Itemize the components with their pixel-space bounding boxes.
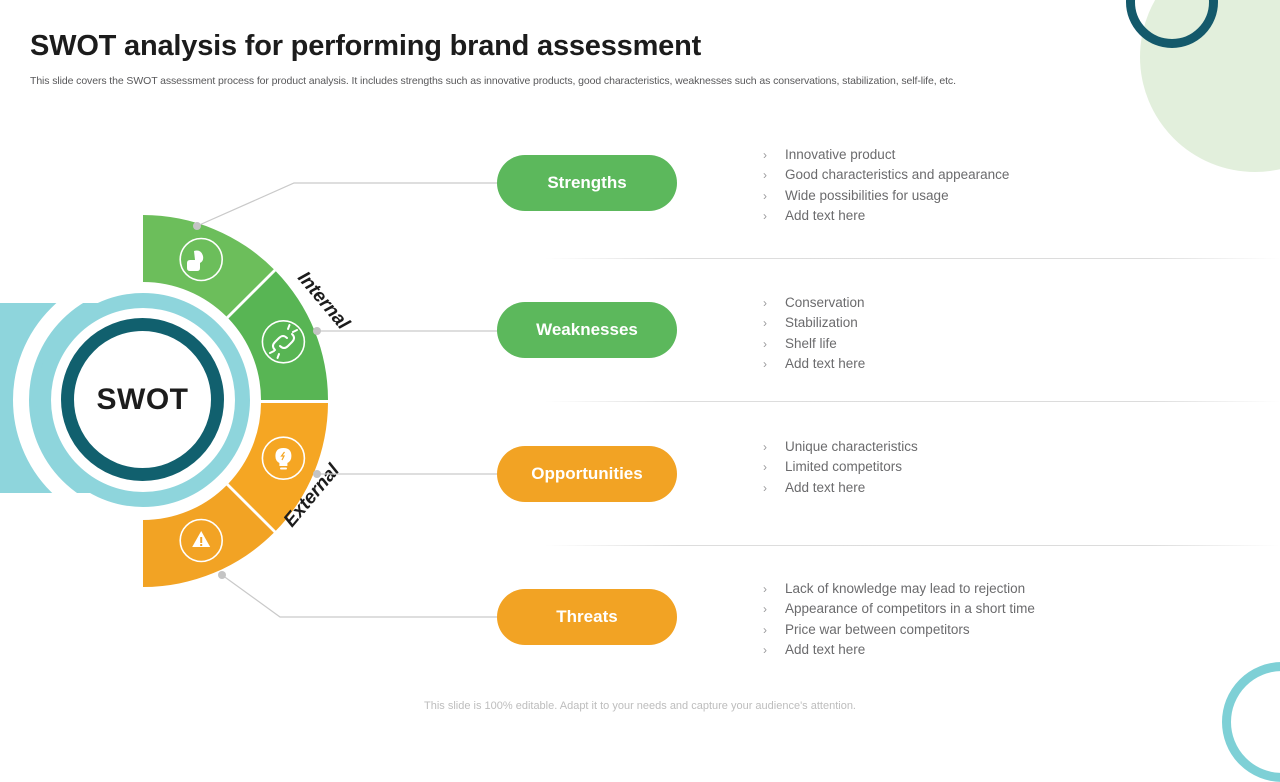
arc-segment-weaknesses[interactable] — [228, 271, 329, 400]
chevron-right-icon: › — [763, 642, 767, 657]
page-title: SWOT analysis for performing brand asses… — [30, 30, 702, 62]
list-item-label: Stabilization — [785, 315, 858, 331]
chevron-right-icon: › — [763, 602, 767, 617]
chevron-right-icon: › — [763, 460, 767, 475]
list-item-label: Add text here — [785, 207, 866, 223]
list-item: › Stabilization — [763, 313, 865, 333]
list-item-label: Unique characteristics — [785, 439, 918, 454]
list-item: › Wide possibilities for usage — [763, 186, 1009, 206]
quadrant-pill-opportunities[interactable]: Opportunities — [497, 446, 677, 502]
list-item: › Conservation — [763, 293, 865, 313]
list-item-label: Lack of knowledge may lead to rejection — [785, 581, 1026, 596]
list-item: › Add text here — [763, 354, 865, 374]
list-item: › Innovative product — [763, 145, 1009, 165]
section-divider — [545, 401, 1280, 402]
chevron-right-icon: › — [763, 208, 767, 223]
connector-threats — [221, 574, 502, 618]
list-item: › Add text here — [763, 640, 1035, 660]
list-item-label: Conservation — [785, 295, 865, 310]
section-divider — [545, 545, 1280, 546]
list-item-label: Good characteristics and appearance — [785, 167, 1010, 183]
chevron-right-icon: › — [763, 622, 767, 637]
chevron-right-icon: › — [763, 168, 767, 183]
bullet-list-weaknesses: › Conservation › Stabilization › Shelf life… — [763, 293, 865, 374]
lightbulb-icon — [261, 436, 306, 481]
bullet-list-threats: › Lack of knowledge may lead to rejection… — [763, 579, 1035, 660]
list-item-label: Appearance of competitors in a short tim… — [785, 601, 1035, 617]
list-item-label: Price war between competitors — [785, 621, 970, 637]
list-item: › Shelf life — [763, 334, 865, 354]
arc-segment-threats[interactable] — [143, 485, 274, 587]
list-item: › Add text here — [763, 478, 918, 498]
slide-header: SWOT analysis for performing brand asses… — [30, 26, 1150, 89]
chevron-right-icon: › — [763, 188, 767, 203]
list-item-label: Add text here — [785, 641, 866, 657]
decorative-light-teal-ring-icon — [1222, 662, 1280, 782]
list-item-label: Innovative product — [785, 147, 896, 162]
quadrant-pill-weaknesses[interactable]: Weaknesses — [497, 302, 677, 358]
connector-node-opportunities — [313, 470, 321, 478]
list-item: › Limited competitors — [763, 457, 918, 477]
footer-note: This slide is 100% editable. Adapt it to… — [424, 700, 856, 712]
list-item: › Add text here — [763, 206, 1009, 226]
chevron-right-icon: › — [763, 480, 767, 495]
list-item-label: Wide possibilities for usage — [785, 187, 949, 203]
broken-chain-icon — [261, 320, 306, 364]
bullet-list-strengths: › Innovative product › Good characteristic… — [763, 145, 1009, 226]
chevron-right-icon: › — [763, 582, 767, 596]
arc-segment-opportunities[interactable] — [228, 403, 328, 531]
connector-node-strengths — [193, 222, 201, 230]
list-item-label: Shelf life — [785, 335, 837, 351]
list-item-label: Add text here — [785, 355, 866, 371]
quadrant-pill-threats[interactable]: Threats — [497, 589, 677, 645]
list-item: › Unique characteristics — [763, 437, 918, 457]
swot-center-label: SWOT — [96, 382, 189, 416]
warning-triangle-icon — [179, 518, 223, 563]
chevron-right-icon: › — [763, 148, 767, 162]
arc-segment-strengths[interactable] — [143, 215, 274, 317]
section-divider — [545, 258, 1280, 259]
list-item: › Appearance of competitors in a short ti… — [763, 599, 1035, 619]
connector-node-weaknesses — [313, 327, 321, 335]
list-item: › Lack of knowledge may lead to rejection — [763, 579, 1035, 599]
swot-center-circle: SWOT — [61, 318, 224, 481]
connector-strengths — [196, 182, 502, 227]
connector-node-threats — [218, 571, 226, 579]
chevron-right-icon: › — [763, 316, 767, 331]
chevron-right-icon: › — [763, 336, 767, 351]
bicep-icon — [179, 237, 223, 282]
bullet-list-opportunities: › Unique characteristics › Limited competi… — [763, 437, 918, 498]
list-item: › Good characteristics and appearance — [763, 165, 1009, 185]
chevron-right-icon: › — [763, 356, 767, 371]
list-item: › Price war between competitors — [763, 620, 1035, 640]
quadrant-pill-strengths[interactable]: Strengths — [497, 155, 677, 211]
page-subtitle: This slide covers the SWOT assessment pr… — [30, 75, 956, 87]
list-item-label: Add text here — [785, 479, 866, 495]
chevron-right-icon: › — [763, 296, 767, 310]
chevron-right-icon: › — [763, 440, 767, 454]
list-item-label: Limited competitors — [785, 459, 903, 475]
